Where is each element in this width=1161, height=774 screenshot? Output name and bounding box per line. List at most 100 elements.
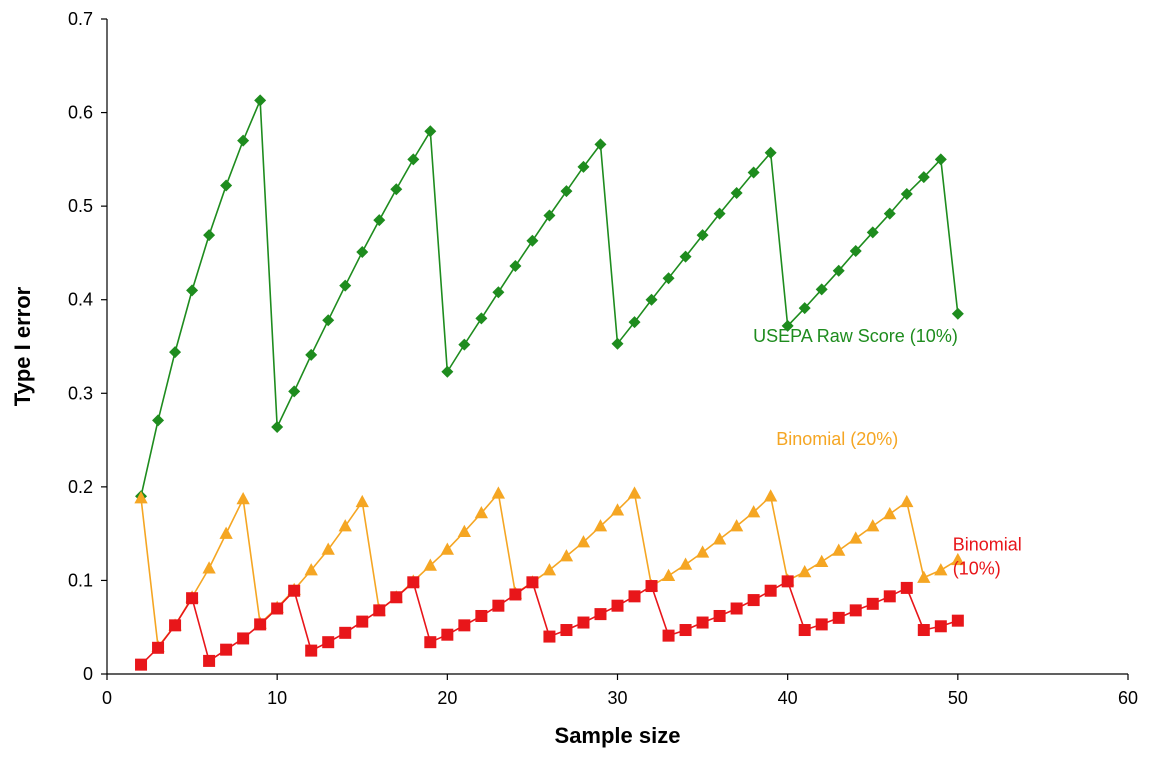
data-point-square [781, 575, 794, 588]
data-point-square [713, 609, 726, 622]
data-point-square [577, 616, 590, 629]
data-point-diamond [237, 134, 250, 147]
data-point-square [220, 643, 233, 656]
data-point-diamond [339, 279, 352, 292]
data-point-diamond [815, 283, 828, 296]
data-point-square [832, 611, 845, 624]
axes: 0 10 20 30 40 50 60 0 0.1 0.2 0.3 0.4 0.5 0.6 0.7 [68, 9, 1138, 708]
data-point-diamond [934, 153, 947, 166]
data-point-square [322, 636, 335, 649]
data-point-square [883, 590, 896, 603]
y-tick-label: 0.7 [68, 9, 93, 29]
data-point-triangle [236, 492, 250, 505]
y-axis-ticks: 0 0.1 0.2 0.3 0.4 0.5 0.6 0.7 [68, 9, 107, 684]
data-point-diamond [730, 187, 743, 200]
data-point-square [271, 602, 284, 615]
data-point-square [849, 604, 862, 617]
data-point-triangle [678, 557, 693, 570]
data-point-square [866, 597, 879, 610]
data-point-triangle [883, 506, 897, 520]
data-point-square [458, 619, 471, 632]
y-tick-label: 0.2 [68, 477, 93, 497]
y-tick-label: 0.1 [68, 570, 93, 590]
data-point-triangle [474, 506, 489, 519]
series-usepa-raw-score-10 [135, 94, 964, 503]
data-point-diamond [577, 160, 590, 173]
y-tick-label: 0 [83, 664, 93, 684]
data-point-diamond [900, 187, 913, 200]
data-point-diamond [271, 420, 284, 433]
y-tick-label: 0.3 [68, 383, 93, 403]
y-tick-label: 0.5 [68, 196, 93, 216]
data-point-triangle [695, 545, 710, 558]
data-point-diamond [781, 319, 794, 332]
data-point-triangle [729, 519, 744, 532]
data-point-diamond [560, 185, 573, 198]
data-point-diamond [475, 312, 488, 325]
data-point-diamond [917, 171, 930, 184]
data-point-square [594, 608, 607, 621]
data-point-triangle [627, 486, 642, 499]
data-point-triangle [951, 552, 965, 566]
data-point-triangle [202, 561, 216, 574]
data-point-diamond [492, 286, 505, 299]
data-point-diamond [254, 94, 267, 107]
data-point-square [815, 618, 828, 631]
x-axis-ticks: 0 10 20 30 40 50 60 [102, 674, 1138, 708]
data-point-diamond [713, 207, 726, 220]
data-point-square [951, 614, 964, 627]
data-point-square [407, 576, 420, 589]
data-point-square [424, 636, 437, 649]
data-point-square [900, 581, 913, 594]
data-point-triangle [764, 489, 778, 502]
data-point-diamond [441, 365, 454, 378]
data-point-triangle [593, 519, 608, 532]
data-point-diamond [169, 346, 182, 359]
data-point-diamond [203, 229, 216, 242]
data-point-square [390, 591, 403, 604]
data-point-triangle [934, 563, 948, 576]
data-point-triangle [917, 570, 931, 583]
data-point-diamond [883, 207, 896, 220]
y-tick-label: 0.6 [68, 103, 93, 123]
data-point-triangle [338, 519, 352, 532]
x-tick-label: 10 [267, 688, 287, 708]
data-point-triangle [304, 563, 318, 576]
data-point-triangle [134, 491, 148, 504]
data-point-square [237, 632, 250, 645]
data-point-square [186, 592, 199, 605]
data-point-diamond [305, 348, 318, 361]
data-point-diamond [458, 338, 471, 351]
data-point-triangle [321, 542, 335, 555]
data-point-triangle [849, 531, 863, 544]
y-axis-title: Type I error [10, 286, 35, 406]
data-point-square [135, 658, 148, 671]
data-point-diamond [679, 250, 692, 263]
data-point-square [679, 624, 692, 637]
data-point-diamond [390, 183, 403, 196]
x-tick-label: 0 [102, 688, 112, 708]
data-point-triangle [559, 549, 574, 562]
data-point-diamond [509, 260, 522, 273]
data-point-diamond [866, 226, 879, 239]
annotation-layer: USEPA Raw Score (10%) Binomial (20%) Binom… [753, 326, 1022, 579]
data-point-triangle [815, 554, 829, 567]
data-point-square [254, 618, 267, 631]
data-point-square [645, 580, 658, 593]
data-point-square [543, 630, 556, 643]
x-tick-label: 40 [778, 688, 798, 708]
x-tick-label: 60 [1118, 688, 1138, 708]
data-point-triangle [832, 543, 846, 556]
series-annotation: Binomial (10%) [953, 534, 1022, 578]
data-point-square [628, 590, 641, 603]
data-point-square [934, 620, 947, 633]
data-point-triangle [219, 526, 233, 539]
data-point-triangle [542, 563, 557, 576]
data-point-triangle [576, 535, 591, 548]
data-point-square [764, 584, 777, 597]
data-point-triangle [610, 503, 625, 516]
data-point-diamond [543, 209, 556, 222]
data-point-square [798, 624, 811, 637]
data-point-diamond [424, 125, 437, 138]
data-point-diamond [356, 245, 369, 258]
